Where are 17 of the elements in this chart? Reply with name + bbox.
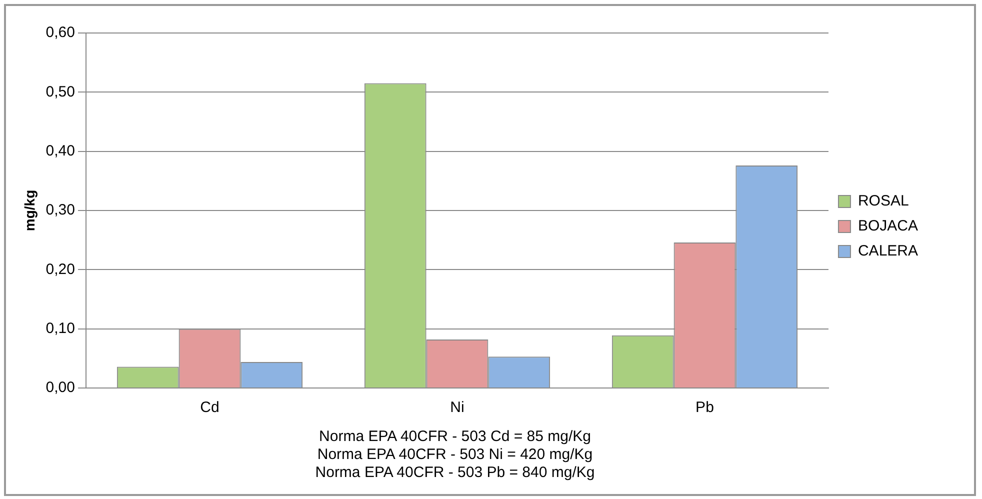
x-tick-label: Ni <box>450 399 464 416</box>
y-tick-label: 0,20 <box>46 260 75 278</box>
text: Norma EPA 40CFR - 503 Ni = 420 mg/Kg <box>316 446 594 464</box>
legend-label: BOJACA <box>858 218 918 235</box>
y-axis-title: mg/kg <box>21 190 38 232</box>
y-tick-label: 0,60 <box>46 24 75 42</box>
legend-label: ROSAL <box>858 192 909 210</box>
y-tick-label: 0,10 <box>46 320 75 337</box>
text: Norma EPA 40CFR - 503 Cd = 85 mg/Kg <box>318 428 592 446</box>
y-tick-label: 0,30 <box>46 202 75 219</box>
x-tick-label: Cd <box>200 399 220 416</box>
text: Norma EPA 40CFR - 503 Pb = 840 mg/Kg <box>314 464 596 482</box>
y-tick-label: 0,40 <box>46 142 75 160</box>
y-tick-label: 0,00 <box>46 379 75 396</box>
y-tick-label: 0,50 <box>46 83 75 100</box>
legend-label: CALERA <box>858 242 918 260</box>
x-tick-label: Pb <box>696 399 714 416</box>
